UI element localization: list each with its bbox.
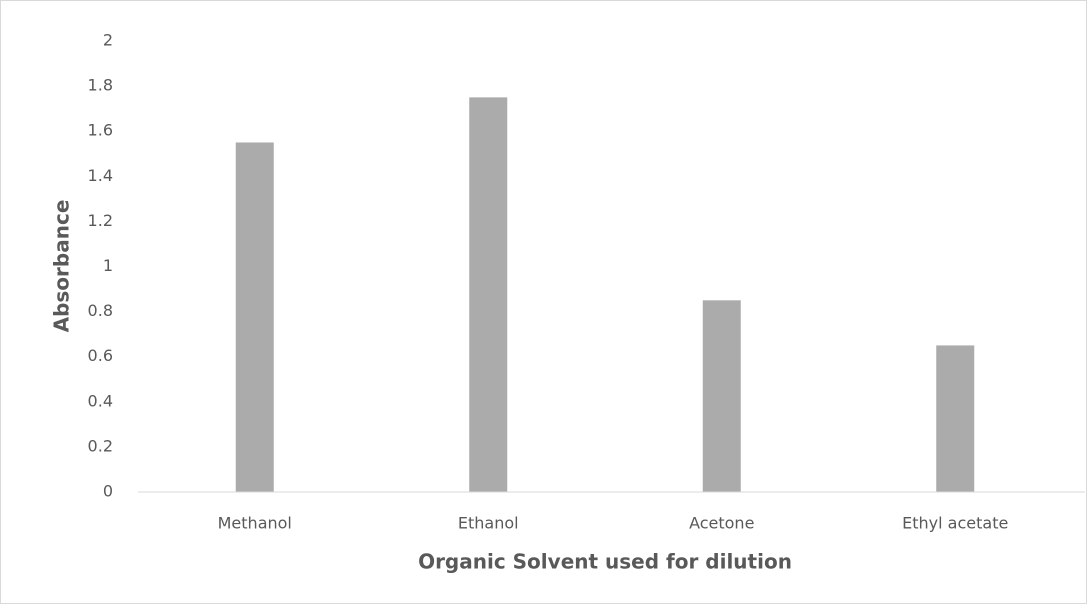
y-tick-label: 0.4 bbox=[88, 391, 113, 410]
y-tick-label: 0 bbox=[103, 482, 113, 501]
x-tick-label: Methanol bbox=[218, 514, 292, 533]
x-tick-label: Ethanol bbox=[458, 514, 519, 533]
y-tick-label: 0.8 bbox=[88, 301, 113, 320]
y-tick-label: 1.4 bbox=[88, 166, 113, 185]
y-axis-title: Absorbance bbox=[50, 200, 74, 333]
bar bbox=[469, 97, 508, 492]
bar bbox=[702, 300, 741, 492]
y-tick-label: 1.2 bbox=[88, 211, 113, 230]
x-axis-title: Organic Solvent used for dilution bbox=[418, 550, 792, 574]
y-tick-label: 1 bbox=[103, 256, 113, 275]
y-tick-label: 0.2 bbox=[88, 436, 113, 455]
x-tick-label: Ethyl acetate bbox=[902, 514, 1008, 533]
bar bbox=[936, 345, 975, 492]
y-tick-label: 2 bbox=[103, 31, 113, 50]
y-tick-label: 0.6 bbox=[88, 346, 113, 365]
y-tick-label: 1.8 bbox=[88, 76, 113, 95]
bar bbox=[235, 142, 274, 492]
y-tick-label: 1.6 bbox=[88, 121, 113, 140]
x-tick-label: Acetone bbox=[689, 514, 754, 533]
